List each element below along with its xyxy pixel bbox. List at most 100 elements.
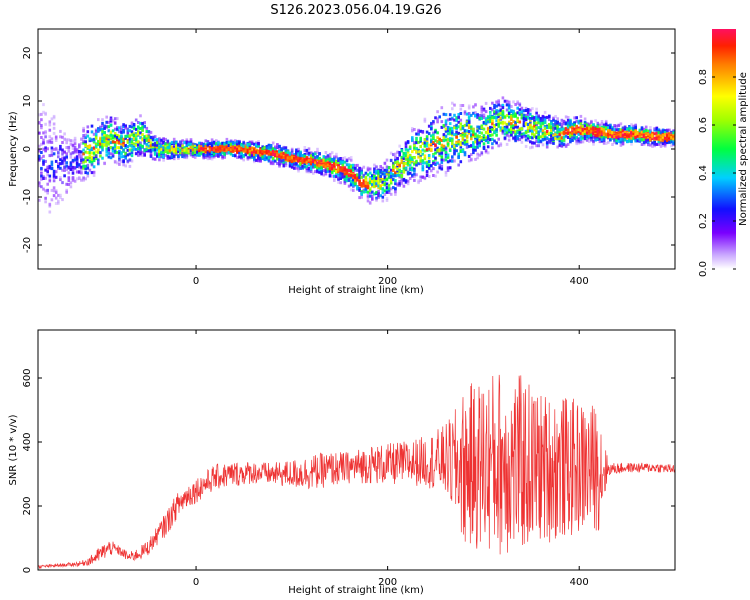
spectrogram-cell xyxy=(430,122,433,126)
spectrogram-cell xyxy=(141,138,144,142)
spectrogram-cell xyxy=(510,115,513,118)
spectrogram-cell xyxy=(328,167,332,171)
spectrogram-cell xyxy=(267,149,271,153)
spectrogram-cell xyxy=(113,121,117,125)
spectrogram-cell xyxy=(630,142,633,146)
spectrogram-cell xyxy=(290,165,294,169)
spectrogram-cell xyxy=(642,130,646,133)
spectrogram-cell xyxy=(644,132,648,136)
spectrogram-cell xyxy=(162,142,165,145)
spectrogram-cell xyxy=(364,187,368,191)
spectrogram-cell xyxy=(204,143,208,147)
spectrogram-cell xyxy=(484,137,488,141)
spectrogram-cell xyxy=(634,135,637,139)
spectrogram-cell xyxy=(581,127,585,131)
spectrogram-cell xyxy=(522,124,526,128)
spectrogram-cell xyxy=(90,130,94,134)
spectrogram-cell xyxy=(531,127,534,131)
spectrogram-cell xyxy=(223,145,226,149)
spectrogram-cell xyxy=(145,144,149,148)
spectrogram-cell xyxy=(120,128,123,132)
spectrogram-cell xyxy=(337,168,340,172)
spectrogram-cell xyxy=(50,137,54,141)
spectrogram-cell xyxy=(604,122,608,126)
spectrogram-cell xyxy=(126,127,130,131)
spectrogram-cell xyxy=(130,159,134,163)
spectrogram-cell xyxy=(90,138,94,142)
spectrogram-cell xyxy=(94,157,98,161)
spectrogram-cell xyxy=(566,124,570,127)
spectrogram-cell xyxy=(495,100,498,104)
spectrogram-cell xyxy=(514,120,517,124)
spectrogram-cell xyxy=(318,152,321,156)
spectrogram-cell xyxy=(113,145,117,149)
spectrogram-cell xyxy=(137,140,140,144)
spectrogram-cell xyxy=(482,121,486,124)
spectrogram-cell xyxy=(134,143,138,147)
spectrogram-cell xyxy=(189,145,193,149)
spectrogram-cell xyxy=(172,147,176,151)
spectrogram-cell xyxy=(529,108,532,112)
spectrogram-cell xyxy=(533,119,536,123)
spectrogram-cell xyxy=(101,130,104,134)
spectrogram-cell xyxy=(444,123,448,127)
spectrogram-cell xyxy=(57,165,60,169)
spectrogram-cell xyxy=(558,129,562,133)
spectrogram-cell xyxy=(438,142,441,145)
spectrogram-cell xyxy=(61,198,64,202)
spectrogram-cell xyxy=(293,153,296,156)
spectrogram-cell xyxy=(451,101,454,105)
spectrogram-cell xyxy=(529,140,532,144)
spectrogram-cell xyxy=(453,118,456,122)
spectrogram-cell xyxy=(585,123,589,127)
spectrogram-cell xyxy=(147,133,151,137)
spectrogram-cell xyxy=(440,143,444,147)
spectrogram-cell xyxy=(185,156,189,160)
spectrogram-cell xyxy=(396,156,399,160)
spectrogram-cell xyxy=(548,115,551,119)
spectrogram-cell xyxy=(598,133,602,137)
spectrogram-cell xyxy=(379,186,382,190)
spectrogram-cell xyxy=(550,141,553,145)
spectrogram-cell xyxy=(151,148,155,152)
spectrogram-cell xyxy=(436,146,439,150)
spectrogram-cell xyxy=(130,154,134,158)
spectrogram-cell xyxy=(368,191,372,195)
spectrogram-cell xyxy=(46,139,49,143)
spectrogram-cell xyxy=(255,158,258,162)
spectrogram-cell xyxy=(541,132,545,136)
spectrogram-cell xyxy=(305,148,309,152)
spectrogram-cell xyxy=(541,134,545,138)
spectrogram-cell xyxy=(630,126,633,130)
spectrogram-cell xyxy=(453,103,456,107)
spectrogram-cell xyxy=(647,132,650,136)
spectrogram-cell xyxy=(242,158,245,162)
spectrogram-cell xyxy=(653,132,656,136)
spectrogram-cell xyxy=(476,116,479,119)
spectrogram-cell xyxy=(132,147,136,150)
spectrogram-cell xyxy=(139,114,142,118)
spectrogram-cell xyxy=(459,104,463,107)
spectrogram-cell xyxy=(427,143,431,147)
spectrogram-cell xyxy=(166,151,170,155)
spectrogram-cell xyxy=(501,103,505,107)
spectrogram-cell xyxy=(107,142,111,146)
spectrogram-cell xyxy=(276,157,279,161)
spectrogram-cell xyxy=(560,127,564,131)
spectrogram-cell xyxy=(160,150,163,154)
spectrogram-cell xyxy=(588,126,591,130)
spectrogram-cell xyxy=(592,140,595,144)
spectrogram-cell xyxy=(67,149,71,153)
spectrogram-cell xyxy=(649,138,652,142)
spectrogram-cell xyxy=(512,128,515,132)
spectrogram-cell xyxy=(640,130,644,134)
spectrogram-cell xyxy=(120,125,123,129)
spectrogram-cell xyxy=(430,134,433,138)
spectrogram-cell xyxy=(210,151,214,155)
spectrogram-cell xyxy=(349,172,353,176)
spectrogram-cell xyxy=(457,131,460,135)
spectrogram-cell xyxy=(354,168,357,172)
spectrogram-cell xyxy=(630,140,633,143)
spectrogram-cell xyxy=(86,130,90,134)
spectrogram-cell xyxy=(651,133,654,137)
